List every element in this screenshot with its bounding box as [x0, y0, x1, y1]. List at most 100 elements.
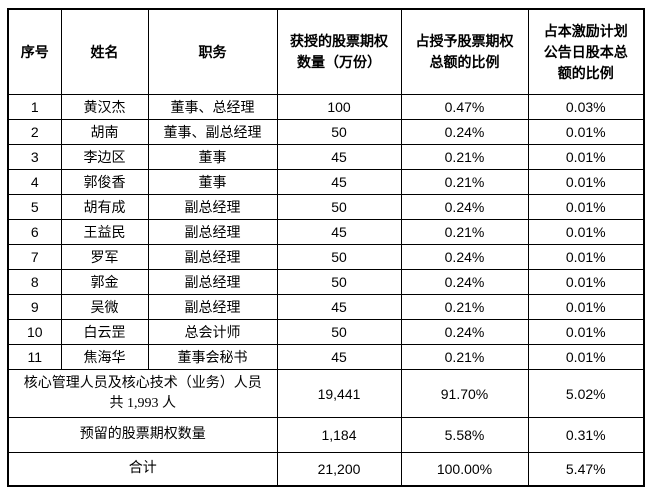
cell-name: 黄汉杰: [60, 94, 149, 120]
cell-qty: 19,441: [276, 369, 402, 418]
cell-pct-capital: 0.01%: [527, 119, 645, 145]
cell-pct-capital: 0.01%: [527, 169, 645, 195]
cell-core-staff-label: 核心管理人员及核心技术（业务）人员 共 1,993 人: [7, 369, 278, 418]
cell-title: 副总经理: [147, 269, 278, 295]
cell-pct-granted: 0.21%: [400, 144, 529, 170]
header-title: 职务: [147, 8, 278, 95]
cell-pct-granted: 0.47%: [400, 94, 529, 120]
cell-no: 9: [7, 294, 62, 320]
cell-qty: 50: [276, 319, 402, 345]
summary-row-core-staff: 核心管理人员及核心技术（业务）人员 共 1,993 人 19,441 91.70…: [7, 369, 645, 418]
cell-name: 胡南: [60, 119, 149, 145]
cell-no: 2: [7, 119, 62, 145]
header-no: 序号: [7, 8, 62, 95]
cell-name: 吴微: [60, 294, 149, 320]
cell-pct-capital: 5.02%: [527, 369, 645, 418]
cell-title: 副总经理: [147, 194, 278, 220]
header-pct-capital: 占本激励计划 公告日股本总 额的比例: [527, 8, 645, 95]
cell-name: 焦海华: [60, 344, 149, 370]
cell-name: 郭俊香: [60, 169, 149, 195]
cell-qty: 45: [276, 344, 402, 370]
cell-qty: 21,200: [276, 452, 402, 487]
cell-pct-granted: 100.00%: [400, 452, 529, 487]
cell-title: 副总经理: [147, 244, 278, 270]
cell-name: 郭金: [60, 269, 149, 295]
cell-qty: 45: [276, 169, 402, 195]
table-row: 11 焦海华 董事会秘书 45 0.21% 0.01%: [7, 344, 645, 370]
cell-pct-capital: 0.01%: [527, 319, 645, 345]
cell-title: 副总经理: [147, 294, 278, 320]
cell-no: 10: [7, 319, 62, 345]
cell-pct-capital: 0.01%: [527, 194, 645, 220]
summary-row-reserved: 预留的股票期权数量 1,184 5.58% 0.31%: [7, 417, 645, 453]
cell-qty: 50: [276, 194, 402, 220]
cell-pct-granted: 0.24%: [400, 269, 529, 295]
cell-qty: 50: [276, 119, 402, 145]
table-row: 4 郭俊香 董事 45 0.21% 0.01%: [7, 169, 645, 195]
cell-pct-capital: 0.03%: [527, 94, 645, 120]
table-row: 2 胡南 董事、副总经理 50 0.24% 0.01%: [7, 119, 645, 145]
header-qty: 获授的股票期权 数量（万份）: [276, 8, 402, 95]
cell-qty: 45: [276, 294, 402, 320]
cell-qty: 45: [276, 219, 402, 245]
cell-pct-granted: 0.24%: [400, 244, 529, 270]
cell-qty: 45: [276, 144, 402, 170]
cell-title: 董事: [147, 144, 278, 170]
cell-no: 11: [7, 344, 62, 370]
cell-pct-granted: 0.24%: [400, 319, 529, 345]
cell-no: 4: [7, 169, 62, 195]
cell-pct-granted: 91.70%: [400, 369, 529, 418]
cell-no: 7: [7, 244, 62, 270]
cell-pct-granted: 0.21%: [400, 294, 529, 320]
table-header-row: 序号 姓名 职务 获授的股票期权 数量（万份） 占授予股票期权 总额的比例 占本…: [7, 8, 645, 95]
cell-total-label: 合计: [7, 452, 278, 487]
table-row: 7 罗军 副总经理 50 0.24% 0.01%: [7, 244, 645, 270]
cell-pct-capital: 0.01%: [527, 294, 645, 320]
cell-title: 总会计师: [147, 319, 278, 345]
cell-pct-capital: 0.01%: [527, 269, 645, 295]
cell-name: 罗军: [60, 244, 149, 270]
cell-no: 1: [7, 94, 62, 120]
cell-qty: 1,184: [276, 417, 402, 453]
cell-pct-capital: 0.01%: [527, 344, 645, 370]
header-pct-granted: 占授予股票期权 总额的比例: [400, 8, 529, 95]
cell-pct-capital: 0.01%: [527, 144, 645, 170]
cell-name: 王益民: [60, 219, 149, 245]
cell-title: 董事: [147, 169, 278, 195]
cell-no: 6: [7, 219, 62, 245]
cell-title: 董事会秘书: [147, 344, 278, 370]
cell-title: 副总经理: [147, 219, 278, 245]
table-row: 1 黄汉杰 董事、总经理 100 0.47% 0.03%: [7, 94, 645, 120]
cell-qty: 100: [276, 94, 402, 120]
table-row: 8 郭金 副总经理 50 0.24% 0.01%: [7, 269, 645, 295]
cell-pct-capital: 0.01%: [527, 219, 645, 245]
cell-title: 董事、总经理: [147, 94, 278, 120]
cell-name: 李边区: [60, 144, 149, 170]
header-name: 姓名: [60, 8, 149, 95]
cell-pct-granted: 0.21%: [400, 344, 529, 370]
cell-qty: 50: [276, 244, 402, 270]
table-row: 5 胡有成 副总经理 50 0.24% 0.01%: [7, 194, 645, 220]
table-row: 3 李边区 董事 45 0.21% 0.01%: [7, 144, 645, 170]
summary-row-total: 合计 21,200 100.00% 5.47%: [7, 452, 645, 487]
cell-qty: 50: [276, 269, 402, 295]
cell-pct-granted: 0.24%: [400, 119, 529, 145]
cell-pct-capital: 0.31%: [527, 417, 645, 453]
cell-pct-granted: 0.21%: [400, 169, 529, 195]
stock-options-table: 序号 姓名 职务 获授的股票期权 数量（万份） 占授予股票期权 总额的比例 占本…: [7, 8, 645, 487]
document-page: 序号 姓名 职务 获授的股票期权 数量（万份） 占授予股票期权 总额的比例 占本…: [7, 8, 645, 487]
cell-name: 白云罡: [60, 319, 149, 345]
cell-reserved-label: 预留的股票期权数量: [7, 417, 278, 453]
cell-pct-capital: 0.01%: [527, 244, 645, 270]
cell-pct-granted: 5.58%: [400, 417, 529, 453]
table-row: 6 王益民 副总经理 45 0.21% 0.01%: [7, 219, 645, 245]
table-row: 9 吴微 副总经理 45 0.21% 0.01%: [7, 294, 645, 320]
cell-name: 胡有成: [60, 194, 149, 220]
cell-no: 8: [7, 269, 62, 295]
cell-no: 5: [7, 194, 62, 220]
cell-title: 董事、副总经理: [147, 119, 278, 145]
cell-pct-capital: 5.47%: [527, 452, 645, 487]
cell-no: 3: [7, 144, 62, 170]
cell-pct-granted: 0.24%: [400, 194, 529, 220]
cell-pct-granted: 0.21%: [400, 219, 529, 245]
